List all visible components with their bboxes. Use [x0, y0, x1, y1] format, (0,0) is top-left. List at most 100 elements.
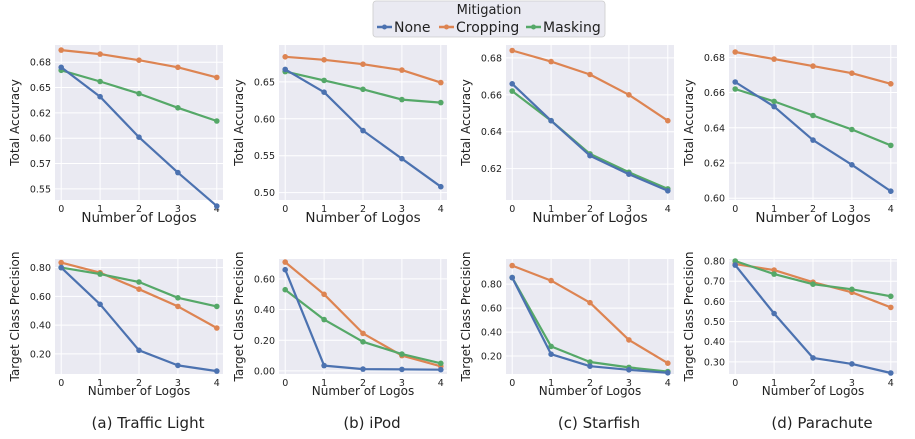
xtick-label-precision-d: 2	[810, 378, 816, 389]
ylabel-precision-a: Target Class Precision	[8, 252, 22, 383]
legend-label-none: None	[394, 20, 431, 36]
series-none-accuracy-d	[732, 79, 894, 194]
ylabel-precision-d: Target Class Precision	[682, 252, 696, 383]
xtick-label-precision-b: 4	[438, 378, 444, 389]
ylabel-accuracy-b: Total Accuracy	[232, 79, 246, 167]
ytick-label-accuracy-d: 0.64	[704, 123, 725, 134]
ylabel-accuracy-d: Total Accuracy	[682, 79, 696, 167]
ytick-label-accuracy-a: 0.65	[30, 83, 51, 94]
data-point-masking-accuracy-a	[214, 118, 220, 124]
xtick-label-accuracy-a: 0	[58, 204, 64, 215]
data-point-none-accuracy-c	[587, 152, 593, 159]
ytick-label-accuracy-c: 0.68	[481, 53, 502, 64]
data-point-cropping-accuracy-c	[587, 71, 593, 78]
data-point-cropping-precision-b	[321, 291, 327, 298]
data-point-none-precision-b	[399, 366, 405, 373]
data-point-none-precision-a	[58, 264, 64, 271]
caption-b: (b) iPod	[343, 414, 400, 432]
ytick-label-precision-a: 0.20	[30, 349, 51, 360]
xlabel-precision-b: Number of Logos	[312, 384, 414, 398]
data-point-none-precision-c	[665, 370, 671, 376]
legend-marker-none	[382, 24, 387, 30]
data-point-masking-precision-b	[282, 286, 289, 293]
series-cropping-precision-a	[58, 259, 220, 331]
ytick-label-accuracy-c: 0.66	[481, 90, 502, 101]
ylabel-precision-b: Target Class Precision	[232, 252, 246, 383]
legend-marker-masking	[531, 24, 536, 30]
grid-precision-a	[55, 259, 223, 374]
data-point-cropping-accuracy-d	[888, 81, 894, 87]
ytick-label-precision-c: 0.60	[481, 304, 502, 315]
data-point-cropping-precision-d	[771, 267, 777, 273]
xtick-label-accuracy-a: 4	[214, 204, 220, 215]
panel-precision-d: 0 1 2 3 4 0.30 0.40 0.50 0.60 0.70 0.80 Target Clas…	[682, 252, 897, 398]
xlabel-precision-c: Number of Logos	[539, 384, 641, 398]
data-point-cropping-accuracy-d	[732, 49, 738, 55]
ytick-label-precision-d: 0.50	[704, 317, 725, 328]
legend-entry-cropping: Cropping	[439, 20, 519, 36]
ytick-label-precision-a: 0.60	[30, 292, 51, 303]
ytick-label-accuracy-a: 0.62	[30, 108, 51, 119]
legend-label-cropping: Cropping	[456, 20, 519, 36]
ytick-label-accuracy-d: 0.68	[704, 53, 725, 64]
xtick-label-accuracy-c: 4	[665, 204, 671, 215]
data-point-cropping-accuracy-a	[214, 74, 220, 81]
series-none-precision-b	[282, 266, 444, 373]
xtick-label-precision-a: 3	[175, 378, 181, 389]
data-point-none-accuracy-b	[282, 66, 289, 73]
data-point-none-accuracy-c	[665, 188, 671, 194]
series-masking-accuracy-a	[58, 67, 220, 124]
xtick-label-precision-d: 0	[732, 378, 738, 389]
data-point-none-precision-b	[282, 266, 289, 273]
ytick-label-precision-d: 0.70	[704, 277, 725, 288]
xtick-label-precision-b: 2	[360, 378, 366, 389]
data-point-cropping-accuracy-c	[665, 117, 671, 124]
data-point-none-precision-a	[136, 347, 142, 354]
legend-title: Mitigation	[457, 3, 522, 18]
ytick-label-precision-d: 0.60	[704, 297, 725, 308]
ytick-label-precision-d: 0.30	[704, 357, 725, 368]
xtick-label-accuracy-d: 4	[888, 204, 894, 215]
grid-accuracy-c	[506, 45, 674, 200]
ytick-label-accuracy-d: 0.66	[704, 88, 725, 99]
xlabel-accuracy-c: Number of Logos	[532, 210, 647, 226]
data-point-masking-precision-d	[732, 258, 738, 264]
panel-precision-b: 0 1 2 3 4 0.00 0.20 0.40 0.60 Target Class Precis…	[232, 252, 447, 398]
data-point-cropping-accuracy-c	[548, 58, 554, 65]
panel-accuracy-a: 0 1 2 3 4 0.55 0.57 0.60 0.62 0.65 0.68 Total Accur…	[8, 45, 223, 226]
panel-accuracy-b: 0 1 2 3 4 0.50 0.55 0.60 0.65 Total Accuracy Numbe…	[232, 45, 447, 226]
ytick-label-precision-c: 0.20	[481, 352, 502, 363]
legend-marker-cropping	[444, 24, 449, 30]
ytick-label-precision-b: 0.00	[254, 366, 275, 377]
xtick-label-accuracy-b: 1	[321, 204, 327, 215]
ytick-label-precision-b: 0.40	[254, 305, 275, 316]
caption-c: (c) Starfish	[558, 414, 640, 432]
data-point-masking-precision-b	[321, 316, 327, 323]
data-point-none-precision-d	[732, 262, 738, 268]
ylabel-precision-c: Target Class Precision	[459, 252, 473, 383]
xlabel-accuracy-d: Number of Logos	[755, 210, 870, 226]
ytick-label-precision-a: 0.80	[30, 263, 51, 274]
data-point-none-accuracy-d	[732, 79, 738, 85]
xlabel-accuracy-a: Number of Logos	[81, 210, 196, 226]
data-point-masking-accuracy-b	[438, 99, 444, 106]
data-point-none-accuracy-d	[810, 137, 816, 143]
series-cropping-accuracy-a	[58, 47, 220, 81]
xtick-label-precision-b: 1	[321, 378, 327, 389]
data-point-masking-accuracy-b	[360, 86, 366, 93]
ytick-label-precision-b: 0.20	[254, 336, 275, 347]
xtick-label-accuracy-d: 2	[810, 204, 816, 215]
xtick-label-accuracy-d: 1	[771, 204, 777, 215]
data-point-cropping-accuracy-a	[136, 57, 142, 63]
data-point-masking-accuracy-c	[509, 88, 515, 94]
xlabel-precision-d: Number of Logos	[762, 384, 864, 398]
data-point-none-precision-a	[214, 368, 220, 374]
series-none-accuracy-b	[282, 66, 444, 190]
data-point-none-accuracy-d	[849, 162, 855, 168]
data-point-cropping-accuracy-b	[360, 61, 366, 67]
xtick-label-accuracy-c: 0	[509, 204, 515, 215]
xtick-label-precision-c: 3	[626, 378, 632, 389]
data-point-masking-accuracy-d	[771, 98, 777, 105]
ytick-label-accuracy-a: 0.57	[30, 159, 51, 170]
data-point-masking-accuracy-b	[399, 96, 405, 103]
